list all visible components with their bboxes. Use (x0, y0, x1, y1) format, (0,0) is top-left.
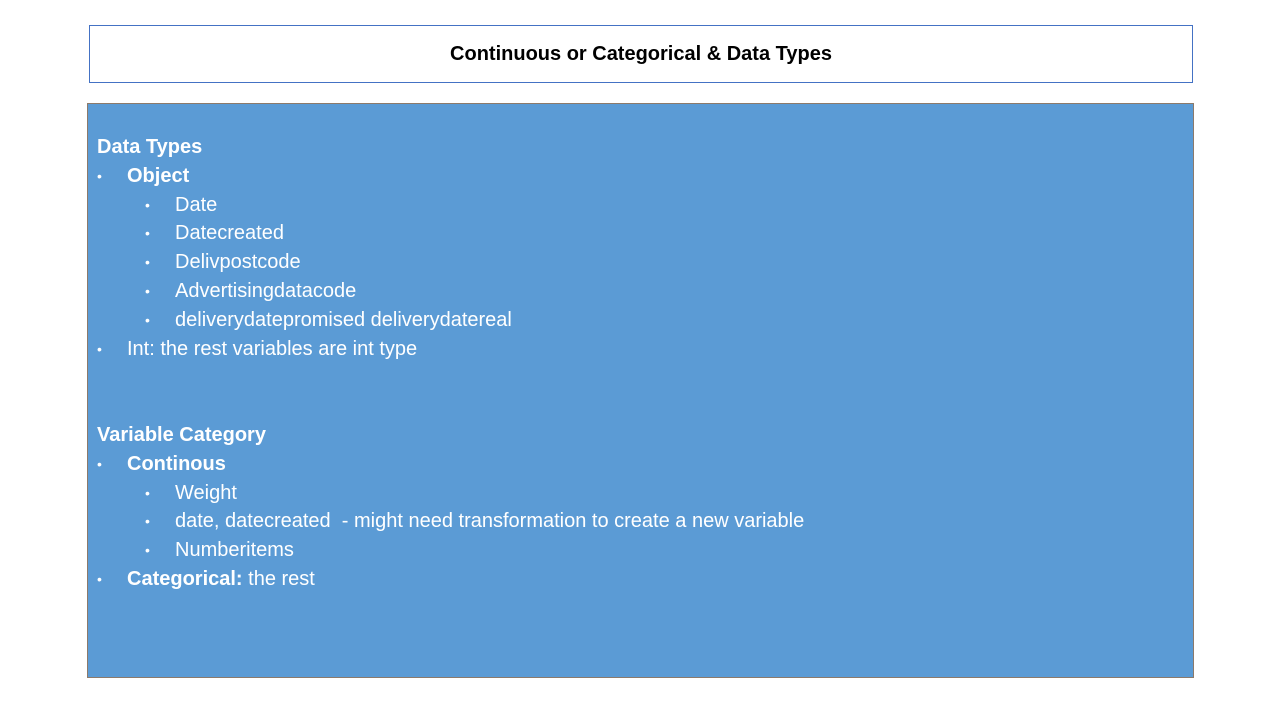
list-item-continuous-sub: • Numberitems (88, 536, 1193, 565)
bullet-icon: • (145, 225, 150, 242)
list-item-continuous-sub: • date, datecreated - might need transfo… (88, 507, 1193, 536)
bullet-icon: • (145, 484, 150, 501)
list-item-object-sub: • Advertisingdatacode (88, 277, 1193, 306)
object-item-delivpostcode: Delivpostcode (175, 251, 301, 274)
continuous-item-dates: date, datecreated - might need transform… (175, 510, 805, 533)
continuous-item-weight: Weight (175, 481, 237, 504)
list-item-object-sub: • Delivpostcode (88, 248, 1193, 277)
bullet-icon: • (97, 455, 102, 472)
variable-category-heading: Variable Category (97, 423, 266, 446)
continuous-label: Continous (127, 452, 226, 475)
list-item-object-sub: • deliverydatepromised deliverydatereal (88, 306, 1193, 335)
bullet-icon: • (145, 311, 150, 328)
categorical-text: the rest (242, 567, 315, 590)
bullet-icon: • (145, 282, 150, 299)
content-box: Data Types • Object • Date • Datecreated… (87, 103, 1194, 678)
bullet-icon: • (97, 570, 102, 587)
section-spacer (88, 363, 1193, 421)
int-text: Int: the rest variables are int type (127, 337, 418, 360)
slide-title: Continuous or Categorical & Data Types (450, 42, 832, 65)
object-item-date: Date (175, 193, 218, 216)
list-item-categorical: • Categorical: the rest (88, 565, 1193, 594)
list-item-object-sub: • Datecreated (88, 219, 1193, 248)
bullet-icon: • (145, 254, 150, 271)
title-box: Continuous or Categorical & Data Types (89, 25, 1193, 83)
object-label: Object (127, 164, 190, 187)
list-item-continuous-sub: • Weight (88, 479, 1193, 508)
bullet-icon: • (145, 196, 150, 213)
data-types-heading: Data Types (97, 136, 203, 158)
object-item-advertisingdatacode: Advertisingdatacode (175, 279, 357, 302)
list-item-continuous: • Continous (88, 450, 1193, 479)
categorical-label: Categorical: (127, 567, 243, 590)
continuous-item-numberitems: Numberitems (175, 539, 294, 562)
list-item-object: • Object (88, 162, 1193, 191)
bullet-icon: • (145, 513, 150, 530)
object-item-deliverydates: deliverydatepromised deliverydatereal (175, 308, 512, 331)
bullet-icon: • (97, 167, 102, 184)
list-item-int: • Int: the rest variables are int type (88, 335, 1193, 364)
bullet-icon: • (145, 542, 150, 559)
object-item-datecreated: Datecreated (175, 222, 284, 245)
list-item-object-sub: • Date (88, 191, 1193, 220)
bullet-icon: • (97, 340, 102, 357)
